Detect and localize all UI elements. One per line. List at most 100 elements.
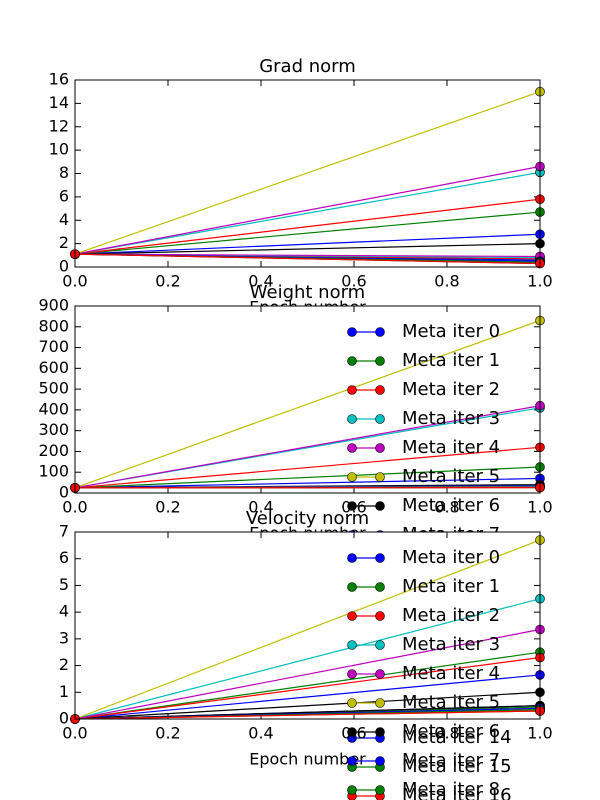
x-tick-label: 1.0 bbox=[527, 498, 552, 517]
legend-marker bbox=[347, 553, 357, 563]
y-tick-label: 400 bbox=[38, 399, 69, 418]
x-tick-label: 1.0 bbox=[527, 724, 552, 743]
legend-marker bbox=[375, 472, 385, 482]
axes-background bbox=[75, 306, 540, 493]
chart-title: Grad norm bbox=[259, 56, 356, 77]
axes-frame bbox=[74, 305, 541, 494]
legend-marker bbox=[347, 327, 357, 337]
series-line bbox=[74, 656, 541, 720]
legend-marker bbox=[347, 785, 357, 795]
x-tick-label: 0.4 bbox=[248, 724, 273, 743]
y-tick-label: 200 bbox=[38, 441, 69, 460]
legend-marker bbox=[347, 414, 357, 424]
y-tick-label: 300 bbox=[38, 420, 69, 439]
y-tick-label: 500 bbox=[38, 379, 69, 398]
x-tick-label: 0.2 bbox=[155, 724, 180, 743]
legend-marker bbox=[347, 640, 357, 650]
y-tick-label: 2 bbox=[59, 655, 69, 674]
x-tick-label: 0.8 bbox=[434, 272, 459, 291]
series-line bbox=[74, 171, 541, 255]
legend-marker bbox=[347, 611, 357, 621]
legend-label: Meta iter 14 bbox=[402, 727, 512, 748]
series-line bbox=[74, 243, 541, 255]
legend-marker bbox=[375, 698, 385, 708]
legend-marker bbox=[375, 443, 385, 453]
series-line bbox=[74, 405, 541, 489]
y-tick-label: 900 bbox=[38, 296, 69, 315]
x-tick-label: 0.2 bbox=[155, 498, 180, 517]
legend-marker bbox=[375, 582, 385, 592]
y-tick-label: 6 bbox=[59, 548, 69, 567]
y-tick-label: 3 bbox=[59, 628, 69, 647]
legend-marker bbox=[375, 727, 385, 737]
x-tick-label: 0.0 bbox=[62, 724, 87, 743]
x-tick-label: 0.4 bbox=[248, 272, 273, 291]
series-line bbox=[74, 466, 541, 489]
series-line bbox=[74, 253, 541, 265]
legend-marker bbox=[347, 756, 357, 766]
series-line bbox=[74, 233, 541, 255]
y-tick-label: 16 bbox=[49, 70, 69, 89]
legend-label: Meta iter 6 bbox=[402, 721, 500, 742]
series-line bbox=[74, 91, 541, 255]
series-line bbox=[74, 628, 541, 720]
series-line bbox=[74, 710, 541, 720]
x-tick-label: 0.6 bbox=[341, 272, 366, 291]
series-line bbox=[74, 539, 541, 720]
legend-label: Meta iter 2 bbox=[402, 379, 500, 400]
y-tick-label: 100 bbox=[38, 462, 69, 481]
y-tick-label: 0 bbox=[59, 709, 69, 728]
legend-label: Meta iter 3 bbox=[402, 408, 500, 429]
legend-marker bbox=[375, 553, 385, 563]
chart-title: Weight norm bbox=[250, 282, 365, 303]
legend-marker bbox=[375, 501, 385, 511]
legend-label: Meta iter 8 bbox=[402, 779, 500, 800]
series-line bbox=[74, 651, 541, 720]
y-tick-label: 5 bbox=[59, 575, 69, 594]
x-tick-label: 0.8 bbox=[434, 498, 459, 517]
series-line bbox=[74, 446, 541, 489]
series-line bbox=[74, 319, 541, 489]
legend-label: Meta iter 7 bbox=[402, 750, 500, 771]
y-tick-label: 600 bbox=[38, 358, 69, 377]
x-tick-label: 1.0 bbox=[527, 272, 552, 291]
legend-marker bbox=[375, 611, 385, 621]
legend-label: Meta iter 0 bbox=[402, 321, 500, 342]
x-tick-label: 0.0 bbox=[62, 272, 87, 291]
legend-label: Meta iter 4 bbox=[402, 437, 500, 458]
legend-marker bbox=[375, 356, 385, 366]
legend-label: Meta iter 2 bbox=[402, 605, 500, 626]
legend-label: Meta iter 3 bbox=[402, 634, 500, 655]
legend-marker bbox=[375, 785, 385, 795]
y-tick-label: 4 bbox=[59, 210, 69, 229]
series-line bbox=[74, 253, 541, 258]
legend-marker bbox=[347, 727, 357, 737]
y-tick-label: 14 bbox=[49, 93, 69, 112]
legend-marker bbox=[347, 356, 357, 366]
legend-marker bbox=[375, 385, 385, 395]
legend-marker bbox=[347, 501, 357, 511]
axes-frame bbox=[74, 531, 541, 720]
legend-label: Meta iter 5 bbox=[402, 466, 500, 487]
legend-label: Meta iter 1 bbox=[402, 576, 500, 597]
legend-label: Meta iter 5 bbox=[402, 692, 500, 713]
x-tick-label: 0.4 bbox=[248, 498, 273, 517]
legend-marker bbox=[347, 669, 357, 679]
legend-label: Meta iter 6 bbox=[402, 495, 500, 516]
x-tick-label: 0.0 bbox=[62, 498, 87, 517]
legend-marker bbox=[375, 414, 385, 424]
y-tick-label: 4 bbox=[59, 602, 69, 621]
series-line bbox=[74, 691, 541, 720]
x-tick-label: 0.2 bbox=[155, 272, 180, 291]
series-line bbox=[74, 598, 541, 720]
series-line bbox=[74, 477, 541, 489]
y-tick-label: 800 bbox=[38, 316, 69, 335]
legend-label: Meta iter 1 bbox=[402, 350, 500, 371]
legend-label: Meta iter 0 bbox=[402, 547, 500, 568]
y-tick-label: 8 bbox=[59, 163, 69, 182]
series-line bbox=[74, 211, 541, 255]
y-tick-label: 700 bbox=[38, 337, 69, 356]
legend-label: Meta iter 15 bbox=[402, 756, 512, 777]
y-tick-label: 7 bbox=[59, 522, 69, 541]
